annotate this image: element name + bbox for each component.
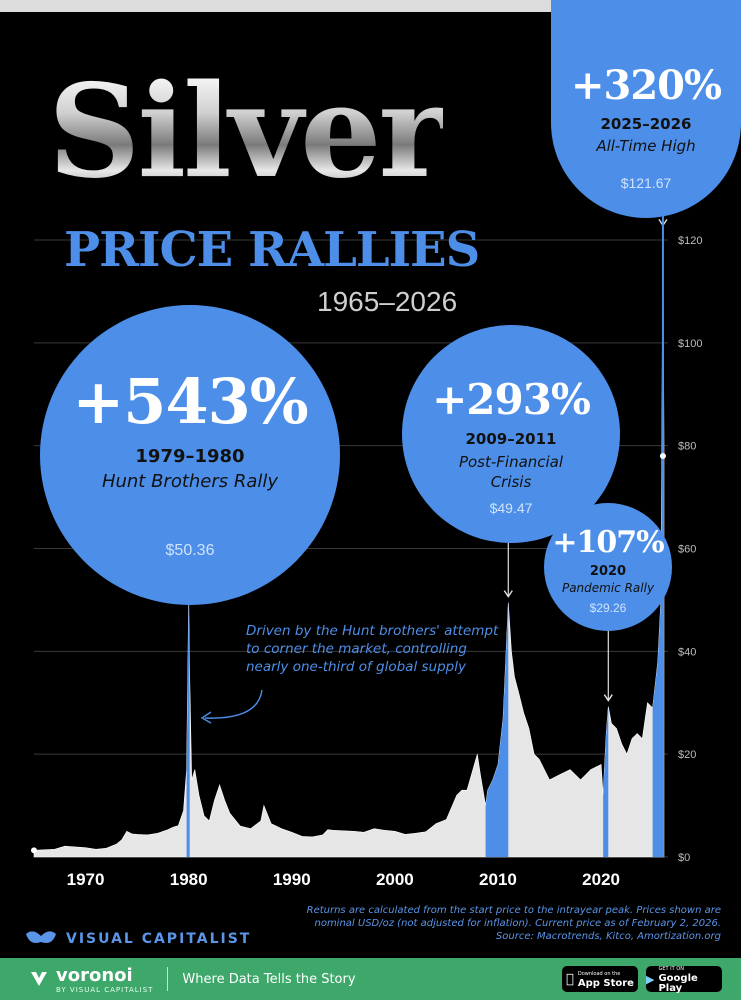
google-play-button[interactable]: ▶ GET IT ON Google Play (646, 966, 722, 994)
y-tick-label: $80 (678, 441, 696, 453)
rally-return: +543% (72, 365, 308, 438)
rally-description: All-Time High (596, 137, 696, 155)
x-tick-label: 2010 (479, 870, 517, 889)
voronoi-tagline: Where Data Tells the Story (182, 971, 356, 987)
x-tick-label: 2020 (582, 870, 620, 889)
footnote: Returns are calculated from the start pr… (301, 904, 721, 943)
google-play-small-label: GET IT ON (658, 966, 684, 972)
rally-bubble-pandemic: +107% 2020 Pandemic Rally $29.26 (544, 503, 672, 631)
voronoi-name: voronoi (56, 964, 133, 986)
google-play-label: Google Play (658, 973, 698, 994)
page-title: Silver (48, 57, 446, 207)
footnote-text: Returns are calculated from the start pr… (306, 905, 721, 929)
x-tick-label: 1970 (67, 870, 105, 889)
visual-capitalist-name: VISUAL CAPITALIST (66, 931, 252, 947)
footnote-source: Source: Macrotrends, Kitco, Amortization… (495, 931, 721, 942)
annotation-arrowhead (200, 711, 212, 724)
y-tick-label: $0 (678, 852, 690, 864)
rally-return: +107% (552, 525, 664, 560)
rally-pointer-arrowhead (503, 590, 513, 598)
visual-capitalist-logo-icon (26, 931, 56, 943)
rally-years: 2020 (589, 564, 627, 579)
rally-bubble-hunt: +543% 1979–1980 Hunt Brothers Rally $50.… (40, 305, 340, 605)
rally-years: 1979–1980 (135, 446, 245, 467)
rally-description: Hunt Brothers Rally (101, 471, 279, 492)
start-dot (31, 847, 37, 854)
voronoi-bar: voronoi BY VISUAL CAPITALIST Where Data … (0, 958, 741, 1000)
y-tick-label: $100 (678, 338, 702, 350)
visual-capitalist-brand: VISUAL CAPITALIST (24, 928, 251, 950)
rally-peak-price: $29.26 (589, 601, 627, 615)
x-tick-label: 1990 (273, 870, 311, 889)
rally-years: 2025–2026 (600, 115, 692, 133)
page-subtitle: PRICE RALLIES (64, 222, 480, 278)
year-range: 1965–2026 (317, 286, 458, 317)
hunt-annotation: Driven by the Hunt brothers' attempt to … (246, 623, 499, 675)
annotation-curve (204, 689, 263, 719)
rally-description: Pandemic Rally (561, 581, 655, 595)
rally-years: 2009–2011 (465, 430, 557, 448)
app-store-label: App Store (573, 978, 634, 989)
y-tick-label: $120 (678, 235, 702, 247)
rally-peak-price: $121.67 (620, 175, 672, 191)
voronoi-brand[interactable]: voronoi BY VISUAL CAPITALIST (28, 965, 153, 994)
y-tick-label: $60 (678, 544, 696, 556)
x-tick-label: 2000 (376, 870, 414, 889)
voronoi-logo-icon (31, 972, 47, 986)
rally-return: +293% (432, 375, 591, 424)
rally-peak-price: $49.47 (489, 500, 533, 516)
rally-return: +320% (570, 62, 722, 109)
rally-bubble-financial-crisis: +293% 2009–2011 Post-Financial Crisis $4… (402, 325, 620, 543)
app-store-small-label: Download on the (573, 971, 620, 977)
play-icon: ▶ (646, 972, 655, 986)
x-tick-label: 1980 (170, 870, 208, 889)
current-price-dot (659, 452, 666, 459)
y-tick-label: $20 (678, 749, 696, 761)
divider (167, 967, 169, 991)
y-tick-label: $40 (678, 646, 696, 658)
voronoi-subtitle: BY VISUAL CAPITALIST (56, 985, 154, 994)
rally-pointer-arrowhead (603, 694, 613, 702)
app-store-button[interactable]:  Download on the App Store (562, 966, 638, 992)
rally-bubble-all-time-high: +320% 2025–2026 All-Time High $121.67 (551, 0, 741, 218)
rally-peak-price: $50.36 (165, 542, 215, 559)
rally-description: Post-Financial Crisis (458, 453, 564, 491)
apple-icon:  (566, 972, 574, 987)
